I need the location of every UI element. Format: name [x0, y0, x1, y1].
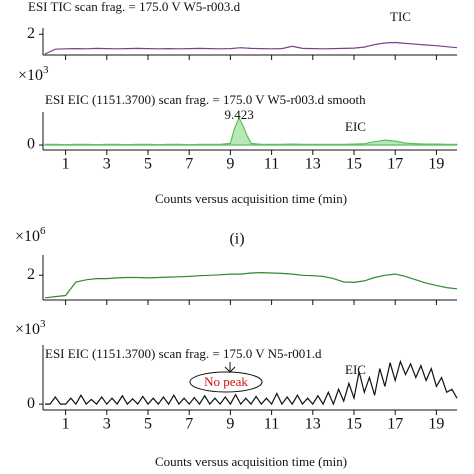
x-tick-label: 11 — [264, 416, 279, 433]
panel-label: (i) — [229, 231, 244, 248]
x-tick-label: 3 — [103, 416, 111, 433]
y-multiplier: ×103 — [15, 318, 46, 338]
y-multiplier-base: ×10 — [18, 67, 43, 84]
y-multiplier-base: ×10 — [15, 228, 40, 245]
y-multiplier: ×106 — [15, 225, 46, 245]
x-tick-label: 17 — [387, 156, 403, 173]
x-axis-label: Counts versus acquisition time (min) — [155, 454, 347, 469]
trace — [45, 359, 458, 406]
callout-arrowhead — [224, 366, 236, 373]
y-multiplier-exp: 6 — [40, 225, 46, 237]
trace-label: EIC — [345, 362, 366, 377]
y-tick-label: 0 — [27, 395, 35, 412]
callout-label: No peak — [204, 374, 248, 389]
y-tick-label: 2 — [27, 266, 35, 283]
callout-ellipse — [189, 371, 263, 393]
x-tick-label: 7 — [185, 156, 193, 173]
trace — [44, 271, 458, 299]
panel-title: ESI TIC scan frag. = 175.0 V W5-r003.d — [28, 0, 241, 14]
x-tick-label: 5 — [144, 416, 152, 433]
panel-title: ESI EIC (1151.3700) scan frag. = 175.0 V… — [45, 92, 366, 107]
trace-label: EIC — [345, 119, 366, 134]
y-multiplier-exp: 3 — [43, 64, 49, 76]
x-tick-label: 13 — [305, 156, 321, 173]
x-tick-label: 5 — [144, 156, 152, 173]
x-tick-label: 15 — [346, 156, 362, 173]
y-multiplier-exp: 3 — [40, 318, 46, 330]
y-multiplier-base: ×10 — [15, 321, 40, 338]
x-tick-label: 9 — [226, 416, 234, 433]
x-axis-label: Counts versus acquisition time (min) — [155, 191, 347, 206]
trace-label: TIC — [390, 9, 411, 24]
trace — [44, 41, 458, 55]
x-tick-label: 17 — [387, 416, 403, 433]
x-tick-label: 13 — [305, 416, 321, 433]
panel-title: ESI EIC (1151.3700) scan frag. = 175.0 V… — [45, 346, 322, 361]
y-multiplier: ×103 — [18, 64, 49, 84]
x-tick-label: 15 — [346, 416, 362, 433]
x-tick-label: 3 — [103, 156, 111, 173]
x-tick-label: 19 — [428, 156, 444, 173]
x-tick-label: 1 — [62, 156, 70, 173]
y-tick-label: 0 — [27, 136, 35, 153]
x-tick-label: 9 — [226, 156, 234, 173]
x-tick-label: 7 — [185, 416, 193, 433]
x-tick-label: 19 — [428, 416, 444, 433]
trace — [44, 116, 458, 146]
peak-label: 9.423 — [224, 107, 253, 122]
x-tick-label: 11 — [264, 156, 279, 173]
y-tick-label: 2 — [27, 25, 35, 42]
x-tick-label: 1 — [62, 416, 70, 433]
